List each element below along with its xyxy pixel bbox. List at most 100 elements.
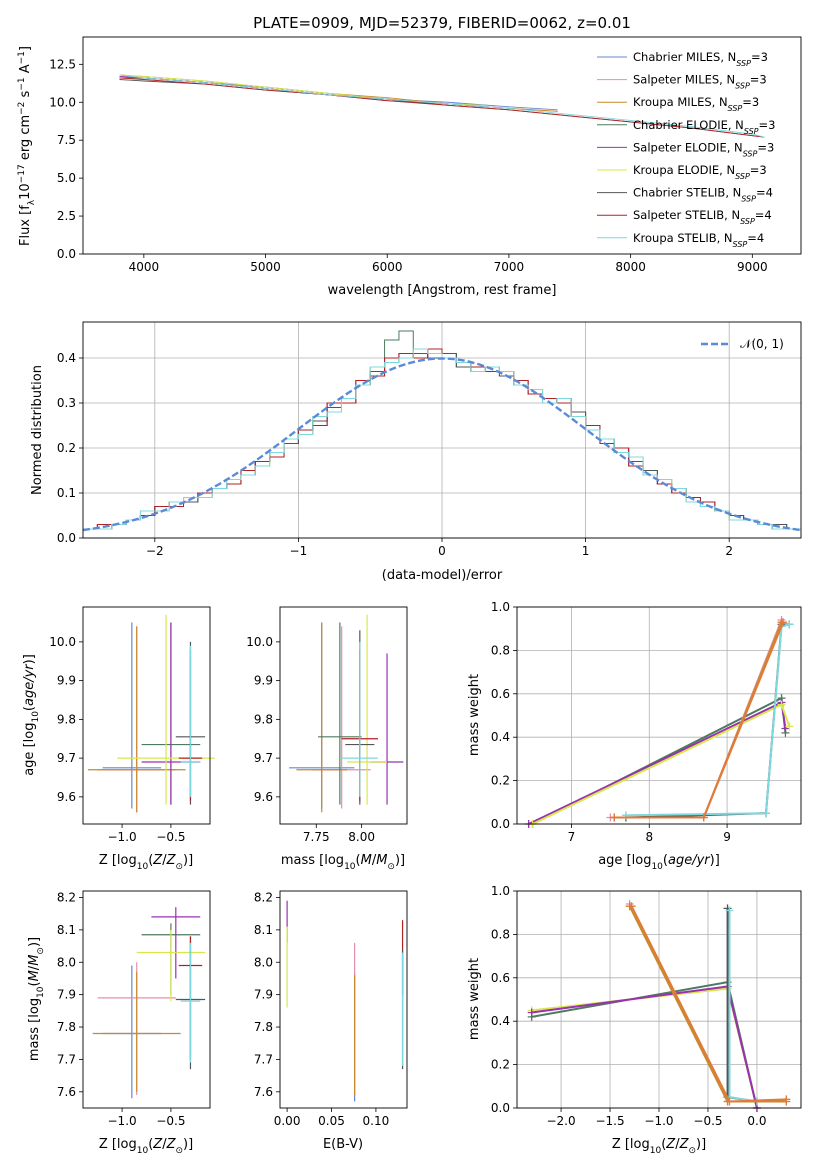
y-tick-label: 1.0 <box>491 884 510 898</box>
age-vs-mass-xlabel: mass [log10(M/M⊙)] <box>281 853 405 872</box>
x-tick-label: −0.5 <box>156 830 185 844</box>
y-tick-label: 7.6 <box>57 1085 76 1099</box>
residuals-histograms <box>82 330 802 532</box>
mass-vs-extinction-errorbars <box>286 900 404 1102</box>
weight-vs-metallicity-panel: −2.0 −1.5 −1.0 −0.5 0.0 0.0 0.2 0.4 0.6 0.8 1.0 Z … <box>467 884 802 1156</box>
y-tick-label: 8.2 <box>57 890 76 904</box>
y-tick-label: 8.0 <box>57 955 76 969</box>
legend-entry-count: =3 <box>751 50 768 64</box>
spectrum-series-line <box>119 77 765 138</box>
legend-entry-count: =3 <box>750 73 767 87</box>
y-tick-label: 7.6 <box>254 1085 273 1099</box>
weight-point-marker <box>527 1008 536 1017</box>
legend-entry-sub: SSP <box>733 239 748 248</box>
legend-entry-name: Kroupa MILES, N <box>633 95 728 109</box>
y-tick-label: 0.0 <box>491 817 510 831</box>
x-tick-label: 8.00 <box>348 830 375 844</box>
x-tick-label: −1.0 <box>108 830 137 844</box>
y-tick-label: 0.6 <box>491 687 510 701</box>
x-tick-label: −1.0 <box>108 1114 137 1128</box>
weight-point-marker <box>785 722 794 731</box>
x-tick-label: −0.5 <box>156 1114 185 1128</box>
mass-vs-metallicity-ylabel: mass [log10(M/M⊙)] <box>27 937 46 1061</box>
y-tick-label: 8.1 <box>254 923 273 937</box>
mass-vs-metallicity-frame <box>82 890 211 1109</box>
y-tick-label: 7.9 <box>254 988 273 1002</box>
spectrum-title: PLATE=0909, MJD=52379, FIBERID=0062, z=0… <box>253 14 631 32</box>
x-tick-label: 7.75 <box>303 830 330 844</box>
x-tick-label: 8000 <box>615 260 646 274</box>
x-tick-label: 0.0 <box>747 1114 766 1128</box>
x-tick-label: 0.00 <box>274 1114 301 1128</box>
y-tick-label: 0.1 <box>57 486 76 500</box>
x-tick-label: −1.0 <box>644 1114 673 1128</box>
spectrum-lines <box>119 74 765 138</box>
spectrum-legend: Chabrier MILES, NSSP=3 Salpeter MILES, NS… <box>597 50 775 248</box>
legend-entry-count: =4 <box>755 208 772 222</box>
legend-entry-sub: SSP <box>735 172 750 181</box>
y-tick-label: 1.0 <box>491 600 510 614</box>
spectrum-xlabel: wavelength [Angstrom, rest frame] <box>328 283 557 298</box>
mass-vs-metallicity-ticks: −1.0 −0.5 7.6 7.7 7.8 7.9 8.0 8.1 8.2 <box>57 890 186 1128</box>
x-tick-label: 9 <box>723 830 731 844</box>
y-tick-label: 0.8 <box>491 643 510 657</box>
legend-entry: Salpeter MILES, NSSP=3 <box>633 73 767 91</box>
y-tick-label: 0.2 <box>57 441 76 455</box>
weight-series-line <box>625 623 790 817</box>
y-tick-label: 8.2 <box>254 890 273 904</box>
x-tick-label: 9000 <box>737 260 768 274</box>
mass-vs-metallicity-errorbars <box>92 907 206 1099</box>
spectrum-axes-frame <box>82 36 802 255</box>
residuals-ticks: −2 −1 0 1 2 0.0 0.1 0.2 0.3 0.4 <box>57 351 733 558</box>
mass-vs-extinction-frame <box>279 890 408 1109</box>
legend-entry: Kroupa STELIB, NSSP=4 <box>633 231 764 249</box>
x-tick-label: 0.05 <box>318 1114 345 1128</box>
age-vs-metallicity-ylabel: age [log10(age/yr)] <box>22 654 41 776</box>
x-tick-label: −1.5 <box>595 1114 624 1128</box>
x-tick-label: 8 <box>645 830 653 844</box>
weight-point-marker <box>761 809 770 818</box>
x-tick-label: −2.0 <box>546 1114 575 1128</box>
legend-entry-sub: SSP <box>741 194 756 203</box>
spectrum-ylabel: Flux [fλ10−17 erg cm−2 s−1 A−1] <box>17 46 37 246</box>
weight-vs-age-ticks: 7 8 9 0.0 0.2 0.4 0.6 0.8 1.0 <box>491 600 731 844</box>
legend-entry: Kroupa MILES, NSSP=3 <box>633 95 759 113</box>
y-tick-label: 0.0 <box>491 1101 510 1115</box>
y-tick-label: 0.0 <box>57 247 76 261</box>
legend-entry-sub: SSP <box>740 217 755 226</box>
weight-vs-metallicity-xlabel: Z [log10(Z/Z⊙)] <box>612 1137 706 1156</box>
weight-point-marker <box>782 1095 791 1104</box>
y-tick-label: 10.0 <box>246 635 273 649</box>
residuals-ylabel: Normed distribution <box>30 365 45 495</box>
y-tick-label: 7.5 <box>57 133 76 147</box>
legend-entry: Chabrier MILES, NSSP=3 <box>633 50 768 68</box>
y-tick-label: 0.2 <box>491 1058 510 1072</box>
legend-entry-sub: SSP <box>735 81 750 90</box>
x-tick-label: 0.10 <box>363 1114 390 1128</box>
legend-entry-sub: SSP <box>743 149 758 158</box>
weight-point-marker <box>725 1097 734 1106</box>
y-tick-label: 0.3 <box>57 396 76 410</box>
y-tick-label: 9.6 <box>57 790 76 804</box>
x-tick-label: −0.5 <box>693 1114 722 1128</box>
age-vs-metallicity-xlabel: Z [log10(Z/Z⊙)] <box>99 853 193 872</box>
residuals-legend: 𝒩(0, 1) <box>701 337 784 351</box>
y-tick-label: 7.8 <box>254 1020 273 1034</box>
y-tick-label: 9.9 <box>254 674 273 688</box>
y-tick-label: 2.5 <box>57 209 76 223</box>
residuals-panel: −2 −1 0 1 2 0.0 0.1 0.2 0.3 0.4 (data-model)/erro… <box>30 321 802 583</box>
x-tick-label: 7 <box>568 830 576 844</box>
legend-entry: Chabrier STELIB, NSSP=4 <box>633 186 773 204</box>
legend-entry-count: =4 <box>747 231 764 245</box>
legend-entry: Kroupa ELODIE, NSSP=3 <box>633 163 767 181</box>
age-vs-mass-errorbars <box>289 614 404 813</box>
legend-entry-sub: SSP <box>744 126 759 135</box>
legend-entry-count: =3 <box>742 95 759 109</box>
y-tick-label: 9.7 <box>254 751 273 765</box>
legend-entry-count: =4 <box>756 186 773 200</box>
weight-vs-age-lines <box>524 616 794 828</box>
x-tick-label: 6000 <box>372 260 403 274</box>
weight-point-marker <box>610 813 619 822</box>
legend-entry-name: Salpeter STELIB, N <box>633 208 740 222</box>
mass-vs-extinction-panel: 0.00 0.05 0.10 7.6 7.7 7.8 7.9 8.0 8.1 8.2 E(B-V) <box>254 890 408 1152</box>
